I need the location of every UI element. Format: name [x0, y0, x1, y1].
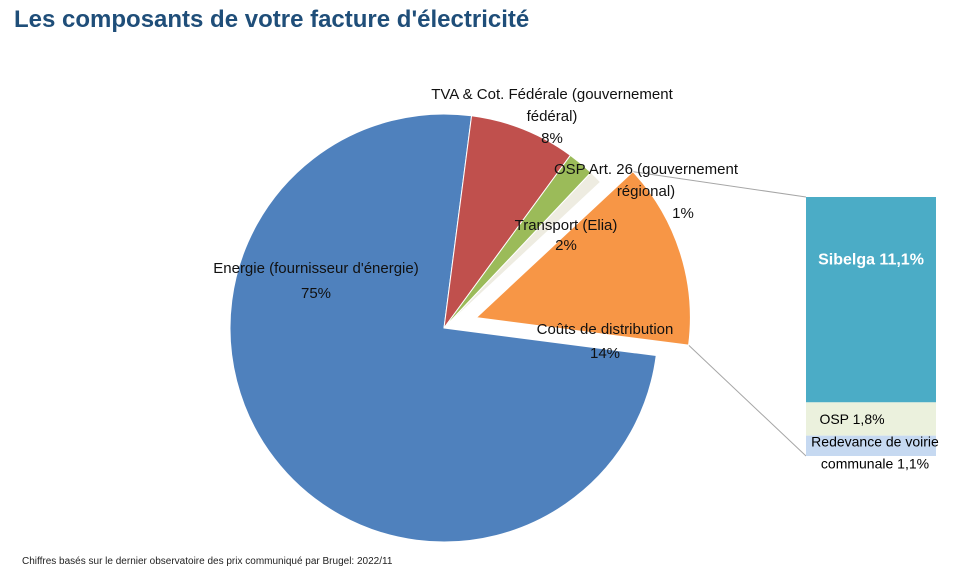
connector-line-bottom: [688, 344, 807, 457]
page-title: Les composants de votre facture d'électr…: [14, 6, 530, 33]
connector-line-top: [632, 171, 807, 198]
slice-percent-tva-cot-federale-gouvernement: 8%: [541, 130, 563, 147]
bar-label-osp-1-8: OSP 1,8%: [819, 411, 884, 427]
bar-label-redevance-de-voirie-communale-1-1: Redevance de voirie communale 1,1%: [811, 434, 939, 472]
footnote: Chiffres basés sur le dernier observatoi…: [22, 556, 393, 567]
slice-percent-energie-fournisseur-d-energie: 75%: [301, 285, 331, 302]
slice-percent-couts-de-distribution: 14%: [590, 345, 620, 362]
pie-slice-energie-fournisseur-d-energie: [229, 113, 657, 543]
pie-slice-tva-cot-federale-gouvernement: [443, 115, 572, 329]
slice-percent-osp-art-26-gouvernement: 1%: [672, 205, 694, 222]
slice-percent-transport-elia: 2%: [555, 237, 577, 254]
slice-label-couts-de-distribution: Coûts de distribution: [537, 321, 674, 338]
slice-label-osp-art-26-gouvernement: OSP Art. 26 (gouvernement régional): [554, 161, 739, 200]
bar-segment-sibelga-11-1: [806, 197, 936, 403]
slice-label-energie-fournisseur-d-energie: Energie (fournisseur d'énergie): [213, 260, 418, 277]
pie-slice-osp-art-26-gouvernement: [443, 171, 602, 329]
bar-segment-redevance-de-voirie-communale-1-1: [806, 435, 936, 456]
slice-label-transport-elia: Transport (Elia): [515, 217, 618, 234]
bar-label-sibelga-11-1: Sibelga 11,1%: [818, 252, 924, 269]
bar-segment-osp-1-8: [806, 402, 936, 436]
slice-label-tva-cot-federale-gouvernement: TVA & Cot. Fédérale (gouvernement fédéral…: [431, 86, 673, 125]
pie-slice-couts-de-distribution: [475, 170, 691, 346]
